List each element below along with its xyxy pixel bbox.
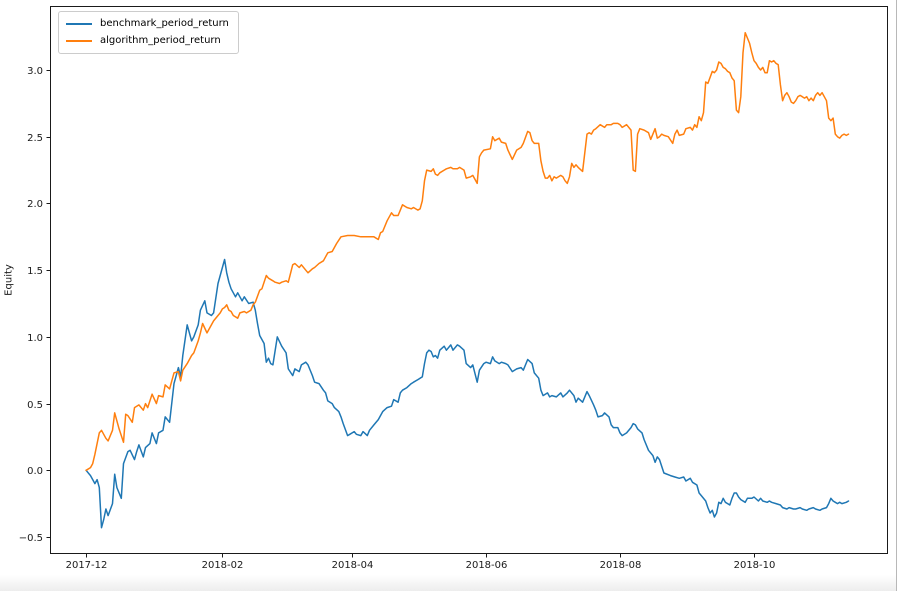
legend-row-benchmark: benchmark_period_return	[66, 18, 229, 30]
legend: benchmark_period_return algorithm_period…	[58, 11, 239, 54]
x-tick-label: 2018-10	[734, 560, 776, 571]
x-tick-label: 2018-02	[202, 560, 244, 571]
x-tick-label: 2018-04	[332, 560, 374, 571]
x-tick-label: 2018-06	[466, 560, 508, 571]
x-axis-label: Date	[457, 574, 482, 585]
legend-label-benchmark: benchmark_period_return	[100, 18, 229, 29]
algorithm-period-return-line	[85, 31, 850, 472]
y-tick-label: 1.0	[27, 333, 43, 344]
benchmark-line-swatch	[66, 23, 92, 25]
algorithm-line-swatch	[66, 40, 92, 42]
x-tick-label: 2018-08	[600, 560, 642, 571]
y-tick-label: 1.5	[27, 266, 43, 277]
y-tick-label: 2.0	[27, 199, 43, 210]
y-axis-label: Equity	[3, 264, 15, 296]
x-tick-label: 2017-12	[66, 560, 108, 571]
y-tick-label: 3.0	[27, 66, 43, 77]
legend-label-algorithm: algorithm_period_return	[100, 35, 221, 46]
y-tick-label: 0.0	[27, 466, 43, 477]
legend-row-algorithm: algorithm_period_return	[66, 35, 229, 47]
y-tick-label: 0.5	[27, 400, 43, 411]
y-tick-label: −0.5	[19, 533, 43, 544]
plot-border	[50, 6, 888, 554]
y-tick-label: 2.5	[27, 133, 43, 144]
benchmark-period-return-line	[85, 258, 850, 529]
